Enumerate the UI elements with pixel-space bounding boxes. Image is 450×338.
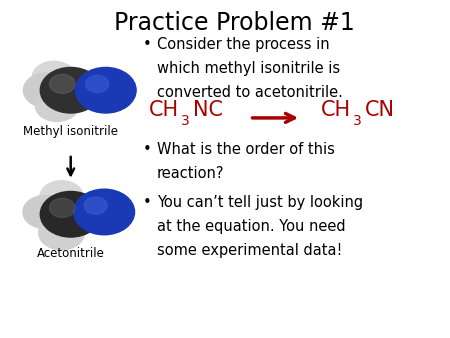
Text: 3: 3 — [353, 114, 362, 128]
Text: CN: CN — [365, 100, 395, 120]
Circle shape — [74, 189, 135, 235]
Circle shape — [23, 73, 69, 107]
Circle shape — [39, 215, 85, 250]
Text: •: • — [142, 37, 151, 52]
Text: some experimental data!: some experimental data! — [157, 243, 342, 258]
Circle shape — [32, 61, 76, 94]
Text: What is the order of this: What is the order of this — [157, 142, 334, 156]
Text: Acetonitrile: Acetonitrile — [37, 247, 105, 260]
Text: at the equation. You need: at the equation. You need — [157, 219, 345, 234]
Text: reaction?: reaction? — [157, 166, 224, 181]
Circle shape — [40, 181, 84, 214]
Text: •: • — [142, 195, 151, 210]
Text: •: • — [142, 142, 151, 156]
Circle shape — [75, 67, 136, 113]
Text: NC: NC — [193, 100, 223, 120]
Text: CH: CH — [321, 100, 351, 120]
Text: You can’t tell just by looking: You can’t tell just by looking — [157, 195, 363, 210]
Text: Consider the process in: Consider the process in — [157, 37, 329, 52]
Circle shape — [84, 197, 107, 214]
Circle shape — [50, 74, 75, 93]
Text: which methyl isonitrile is: which methyl isonitrile is — [157, 61, 340, 76]
Text: 3: 3 — [181, 114, 190, 128]
Text: Methyl isonitrile: Methyl isonitrile — [23, 125, 118, 138]
Circle shape — [40, 67, 101, 113]
Circle shape — [35, 89, 79, 121]
Text: Practice Problem #1: Practice Problem #1 — [113, 11, 354, 35]
Text: converted to acetonitrile.: converted to acetonitrile. — [157, 85, 342, 100]
Circle shape — [40, 191, 101, 237]
Text: CH: CH — [149, 100, 179, 120]
Circle shape — [23, 196, 67, 228]
Circle shape — [86, 75, 109, 93]
Circle shape — [50, 198, 75, 217]
